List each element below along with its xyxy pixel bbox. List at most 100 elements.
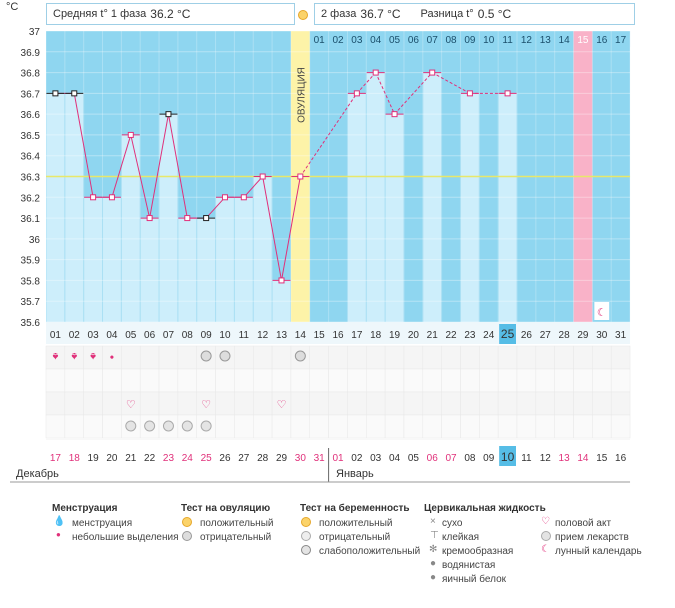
calendar-date: 06 — [427, 453, 439, 464]
symptom-cell — [271, 368, 292, 393]
symptom-cell — [366, 345, 386, 370]
cycle-day-number: 29 — [577, 330, 589, 341]
temp-point — [221, 194, 228, 201]
legend-lunar: лунный календарь — [555, 546, 642, 557]
temp-point — [184, 215, 191, 222]
calendar-date: 12 — [540, 453, 552, 464]
legend-menstruation: менструация — [72, 518, 133, 529]
ovulation-test-negative-icon — [219, 350, 231, 362]
y-tick-label: 36.8 — [21, 69, 41, 80]
symptom-cell — [234, 345, 254, 370]
symptom-cell — [328, 414, 348, 439]
pregnancy-test-negative-icon — [301, 531, 311, 541]
month-december: Декабрь — [16, 468, 59, 480]
legend-cervical-eggwhite: яичный белок — [442, 574, 507, 585]
medication-icon — [200, 420, 212, 432]
temp-segment — [281, 176, 301, 281]
intercourse-heart-icon: ♡ — [126, 399, 136, 411]
y-tick-label: 36 — [29, 235, 41, 246]
calendar-date-row — [46, 448, 631, 468]
calendar-date: 31 — [314, 453, 326, 464]
cycle-day-number: 07 — [163, 330, 175, 341]
phase2-day-number: 17 — [615, 35, 627, 46]
phase2-day-number: 16 — [596, 35, 608, 46]
moon-box — [594, 302, 610, 320]
calendar-date: 29 — [276, 453, 288, 464]
cycle-day-number: 26 — [521, 330, 533, 341]
watery-icon: ● — [430, 558, 437, 569]
symptom-cell — [121, 368, 141, 393]
symptom-cell — [479, 391, 499, 416]
cycle-day-number: 22 — [445, 330, 457, 341]
symptom-cell — [573, 391, 593, 416]
symptom-cell — [441, 345, 461, 370]
symptom-cell — [366, 368, 386, 393]
temp-point — [165, 111, 172, 118]
cycle-day-number: 31 — [615, 330, 627, 341]
symptom-cell — [102, 368, 122, 393]
symptom-cell — [610, 414, 631, 439]
temp-bar — [460, 93, 479, 322]
symptom-cell — [460, 414, 480, 439]
symptom-cell — [497, 391, 518, 416]
phase2-day-number: 13 — [540, 35, 552, 46]
phase2-day-number: 04 — [370, 35, 382, 46]
symptom-cell — [422, 391, 442, 416]
calendar-date: 25 — [201, 453, 213, 464]
symptom-cell — [516, 414, 537, 439]
symptom-cell — [83, 391, 103, 416]
temp-bar — [385, 114, 404, 323]
dry-icon: × — [430, 516, 436, 527]
temp-point — [466, 90, 473, 97]
cycle-day-number: 09 — [201, 330, 213, 341]
y-tick-label: 36.4 — [21, 152, 41, 163]
calendar-date: 04 — [389, 453, 401, 464]
symptom-cell — [497, 345, 518, 370]
temp-point — [297, 173, 304, 180]
legend-cervical-title: Цервикальная жидкость — [424, 503, 546, 514]
symptom-cell — [252, 414, 273, 439]
symptom-cell — [252, 345, 273, 370]
legend-medication: прием лекарств — [555, 532, 629, 543]
symptom-cell — [479, 345, 499, 370]
phase2-day-number: 10 — [483, 35, 495, 46]
pregnancy-test-positive-icon — [301, 517, 311, 527]
calendar-date: 30 — [295, 453, 307, 464]
cycle-day-number: 16 — [332, 330, 344, 341]
symptom-cell — [554, 391, 574, 416]
symptom-cell — [460, 391, 480, 416]
calendar-date: 11 — [521, 453, 532, 464]
temp-bar — [84, 197, 103, 322]
symptom-cell — [290, 368, 311, 393]
temp-point — [391, 111, 398, 118]
diff-label: Разница t° — [420, 8, 474, 20]
phase2-day-row — [309, 31, 631, 47]
symptom-cell — [177, 345, 197, 370]
y-axis-unit: °C — [6, 1, 19, 13]
symptom-cell — [610, 368, 631, 393]
symptom-cell — [158, 368, 179, 393]
calendar-date: 05 — [408, 453, 420, 464]
calendar-date: 17 — [50, 453, 62, 464]
cycle-day-number: 23 — [464, 330, 476, 341]
symptom-cell — [234, 391, 254, 416]
month-january: Январь — [336, 468, 374, 480]
temp-segment — [130, 134, 151, 219]
temp-point — [108, 194, 115, 201]
symptom-cell — [403, 414, 424, 439]
temp-point — [203, 215, 210, 222]
phase1-summary: Средняя t° 1 фаза 36.2 °C — [46, 3, 295, 25]
legend-intercourse: половой акт — [555, 518, 612, 529]
y-tick-label: 35.6 — [21, 318, 41, 329]
legend-cervical-sticky: клейкая — [442, 532, 480, 543]
temp-bar — [347, 93, 366, 322]
calendar-date: 27 — [238, 453, 250, 464]
temp-segment — [149, 114, 169, 219]
y-tick-label: 35.8 — [21, 276, 41, 287]
symptom-cell — [366, 391, 386, 416]
temp-bar — [178, 218, 197, 322]
symptom-cell — [422, 345, 442, 370]
symptom-cell — [177, 368, 197, 393]
legend-ovulation-test-title: Тест на овуляцию — [181, 503, 271, 514]
